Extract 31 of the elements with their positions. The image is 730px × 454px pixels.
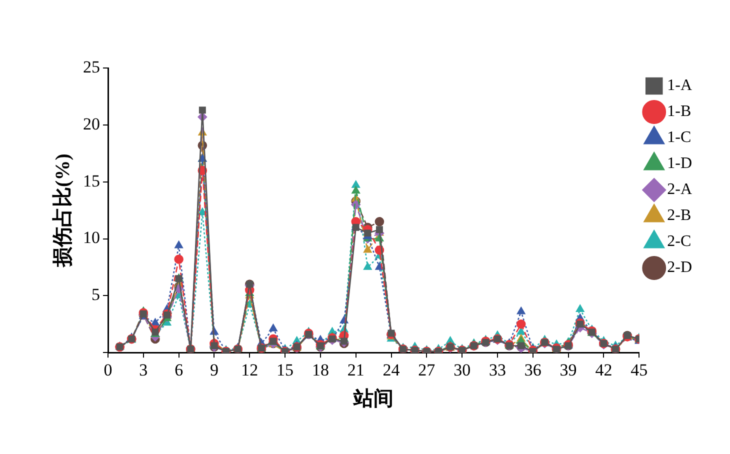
legend-label: 1-B — [667, 103, 692, 120]
x-tick-label: 12 — [241, 360, 258, 380]
x-tick-label: 6 — [174, 360, 184, 380]
x-tick-label: 27 — [418, 360, 436, 380]
x-tick-label: 42 — [595, 360, 612, 380]
x-tick-label: 9 — [210, 360, 218, 380]
x-tick-label: 30 — [454, 360, 471, 380]
y-tick-label: 25 — [83, 57, 100, 76]
y-axis-title: 损伤占比(%) — [52, 154, 74, 268]
legend-label: 2-B — [667, 207, 692, 224]
y-tick-label: 15 — [83, 171, 100, 190]
x-tick-label: 15 — [276, 360, 294, 380]
x-tick-label: 33 — [488, 360, 506, 380]
x-tick-label: 0 — [104, 360, 112, 380]
y-tick-label: 10 — [83, 228, 100, 248]
y-tick-label: 5 — [92, 285, 100, 304]
y-tick-label: 20 — [83, 114, 100, 134]
legend-label: 1-D — [667, 155, 692, 172]
x-tick-label: 39 — [560, 360, 577, 380]
x-tick-label: 36 — [524, 360, 542, 380]
legend-label: 2-C — [667, 233, 692, 250]
legend-label: 2-A — [667, 181, 692, 198]
legend-label: 1-C — [667, 129, 692, 146]
x-tick-label: 45 — [630, 360, 648, 380]
x-tick-label: 18 — [312, 360, 329, 380]
x-tick-label: 24 — [382, 360, 400, 380]
x-tick-label: 21 — [347, 360, 364, 380]
legend-label: 1-A — [667, 77, 692, 94]
legend-label: 2-D — [667, 259, 692, 276]
x-tick-label: 3 — [139, 360, 148, 380]
x-axis-title: 站间 — [352, 388, 394, 410]
